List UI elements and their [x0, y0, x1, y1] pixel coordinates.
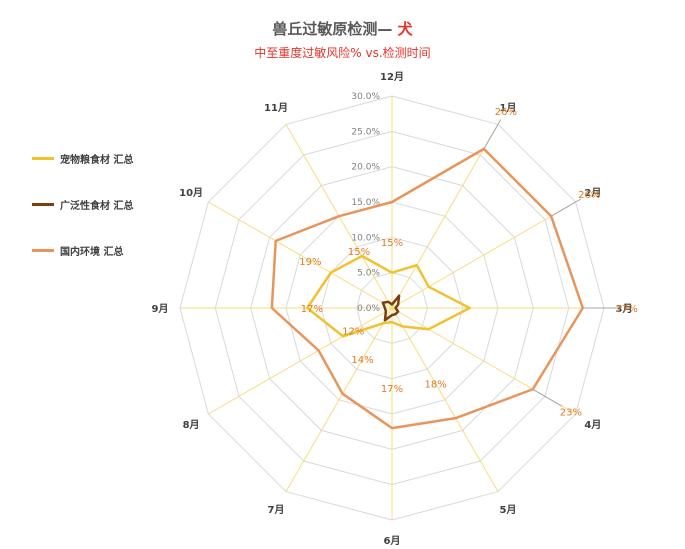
category-label-7: 7月 [268, 504, 285, 516]
spoke-7 [285, 307, 393, 492]
category-label-0: 12月 [380, 71, 404, 83]
data-label-2: 26% [578, 190, 600, 201]
category-label-6: 6月 [384, 535, 401, 547]
data-label-8: 12% [342, 326, 364, 337]
legend-swatch-environment [32, 248, 54, 252]
category-label-9: 9月 [152, 303, 169, 315]
data-label-5: 18% [424, 380, 446, 391]
data-label-1: 26% [495, 107, 517, 118]
chart-subtitle: 中至重度过敏风险% vs.检测时间 [254, 46, 431, 60]
data-label-0: 15% [381, 238, 403, 249]
legend-item-general-food: 广泛性食材 汇总 [32, 196, 162, 212]
category-label-2: 2月 [584, 187, 601, 199]
data-label-9: 17% [301, 304, 323, 315]
tick-label-5: 25.0% [351, 127, 380, 137]
legend-item-pet-food: 宠物粮食材 汇总 [32, 150, 162, 166]
legend-label-environment: 国内环境 汇总 [60, 246, 124, 258]
category-label-4: 4月 [584, 419, 601, 431]
chart-title-accent: 犬 [397, 20, 413, 38]
leader-line-2 [550, 198, 581, 217]
tick-label-3: 15.0% [351, 198, 380, 208]
chart-title: 兽丘过敏原检测— 犬 [0, 18, 685, 39]
data-label-3: 27% [616, 304, 638, 315]
legend-label-general-food: 广泛性食材 汇总 [60, 200, 134, 212]
legend-label-pet-food: 宠物粮食材 汇总 [60, 154, 134, 166]
spoke-5 [391, 307, 499, 492]
legend-swatch-general-food [32, 202, 54, 206]
tick-label-6: 30.0% [351, 92, 380, 102]
leader-line-4 [532, 388, 563, 407]
spoke-8 [208, 307, 393, 415]
series-line-pet-food [305, 254, 471, 338]
spoke-1 [391, 124, 499, 309]
category-label-11: 11月 [264, 102, 288, 114]
legend: 宠物粮食材 汇总 广泛性食材 汇总 国内环境 汇总 [32, 150, 162, 288]
tick-label-2: 10.0% [351, 233, 380, 243]
category-label-8: 8月 [183, 419, 200, 431]
legend-swatch-pet-food [32, 156, 54, 160]
data-label-6: 17% [381, 384, 403, 395]
data-label-10: 19% [299, 257, 321, 268]
category-label-3: 3月 [616, 303, 633, 315]
tick-label-4: 20.0% [351, 163, 380, 173]
data-label-11: 15% [348, 247, 370, 258]
category-label-1: 1月 [500, 102, 517, 114]
tick-label-1: 5.0% [357, 269, 380, 279]
category-label-5: 5月 [500, 504, 517, 516]
chart-title-main: 兽丘过敏原检测— [272, 20, 398, 38]
tick-label-0: 0.0% [357, 304, 380, 314]
leader-line-1 [483, 119, 502, 150]
legend-item-environment: 国内环境 汇总 [32, 242, 162, 258]
category-label-10: 10月 [179, 187, 203, 199]
data-label-4: 23% [560, 407, 582, 418]
spoke-10 [208, 201, 393, 309]
data-label-7: 14% [351, 355, 373, 366]
spoke-2 [391, 201, 576, 309]
